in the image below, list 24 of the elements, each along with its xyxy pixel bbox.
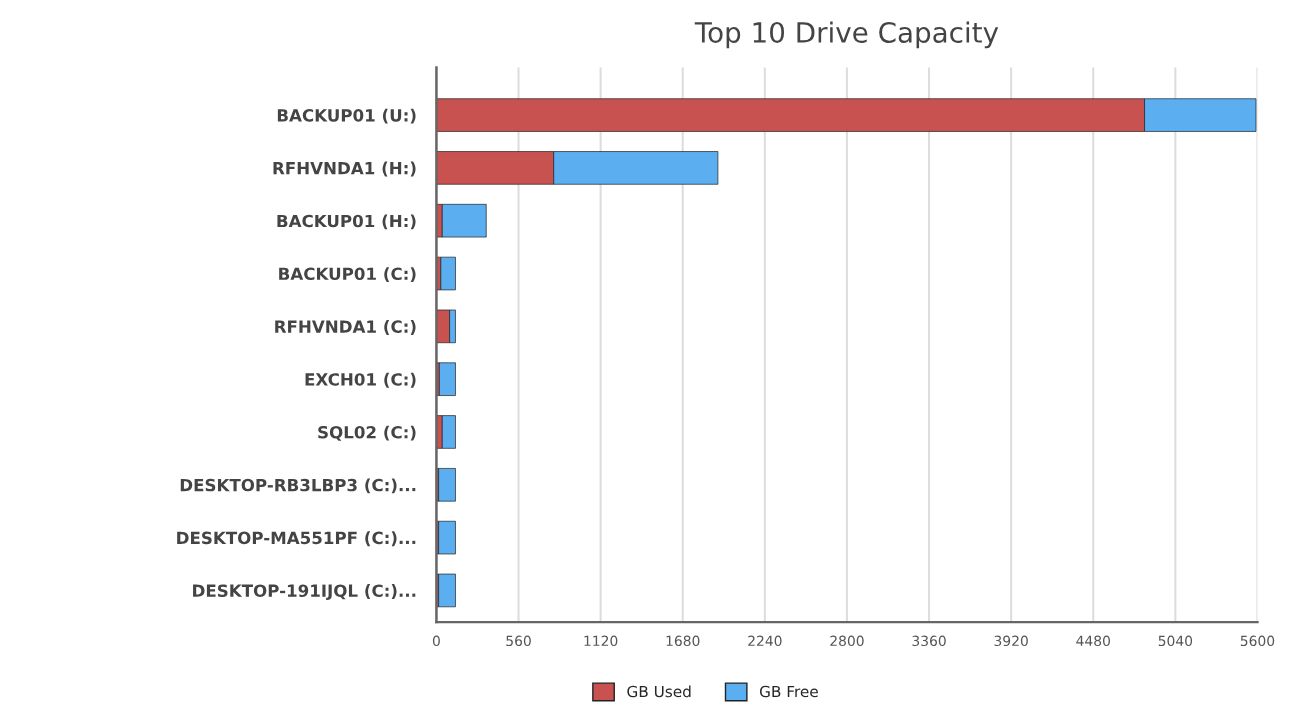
legend-label: GB Free bbox=[759, 685, 818, 698]
x-tick-label: 5600 bbox=[1240, 635, 1275, 647]
x-tick-label: 560 bbox=[506, 635, 531, 647]
x-tick-label: 5040 bbox=[1158, 635, 1193, 647]
x-tick-label: 2800 bbox=[830, 635, 864, 647]
y-tick-label: BACKUP01 (C:) bbox=[279, 267, 416, 283]
y-tick-label: DESKTOP-MA551PF (C:)... bbox=[177, 531, 416, 547]
y-tick-label: RFHVNDA1 (H:) bbox=[273, 161, 416, 177]
x-tick-label: 1680 bbox=[666, 635, 700, 647]
x-tick-label: 0 bbox=[432, 635, 440, 647]
x-tick-label: 4480 bbox=[1076, 635, 1110, 647]
x-tick-label: 1120 bbox=[584, 635, 618, 647]
y-tick-label: DESKTOP-RB3LBP3 (C:)... bbox=[180, 478, 416, 494]
x-tick-label: 3360 bbox=[912, 635, 946, 647]
x-tick-label: 2240 bbox=[748, 635, 782, 647]
y-tick-label: BACKUP01 (H:) bbox=[277, 214, 416, 230]
legend-label: GB Used bbox=[627, 685, 691, 698]
x-tick-label: 3920 bbox=[994, 635, 1028, 647]
y-tick-label: DESKTOP-191IJQL (C:)... bbox=[193, 584, 416, 601]
y-tick-label: EXCH01 (C:) bbox=[305, 372, 416, 388]
y-tick-label: BACKUP01 (U:) bbox=[277, 108, 416, 124]
y-tick-label: SQL02 (C:) bbox=[318, 425, 416, 441]
chart-title: Top 10 Drive Capacity bbox=[694, 21, 999, 49]
y-tick-label: RFHVNDA1 (C:) bbox=[275, 320, 416, 335]
